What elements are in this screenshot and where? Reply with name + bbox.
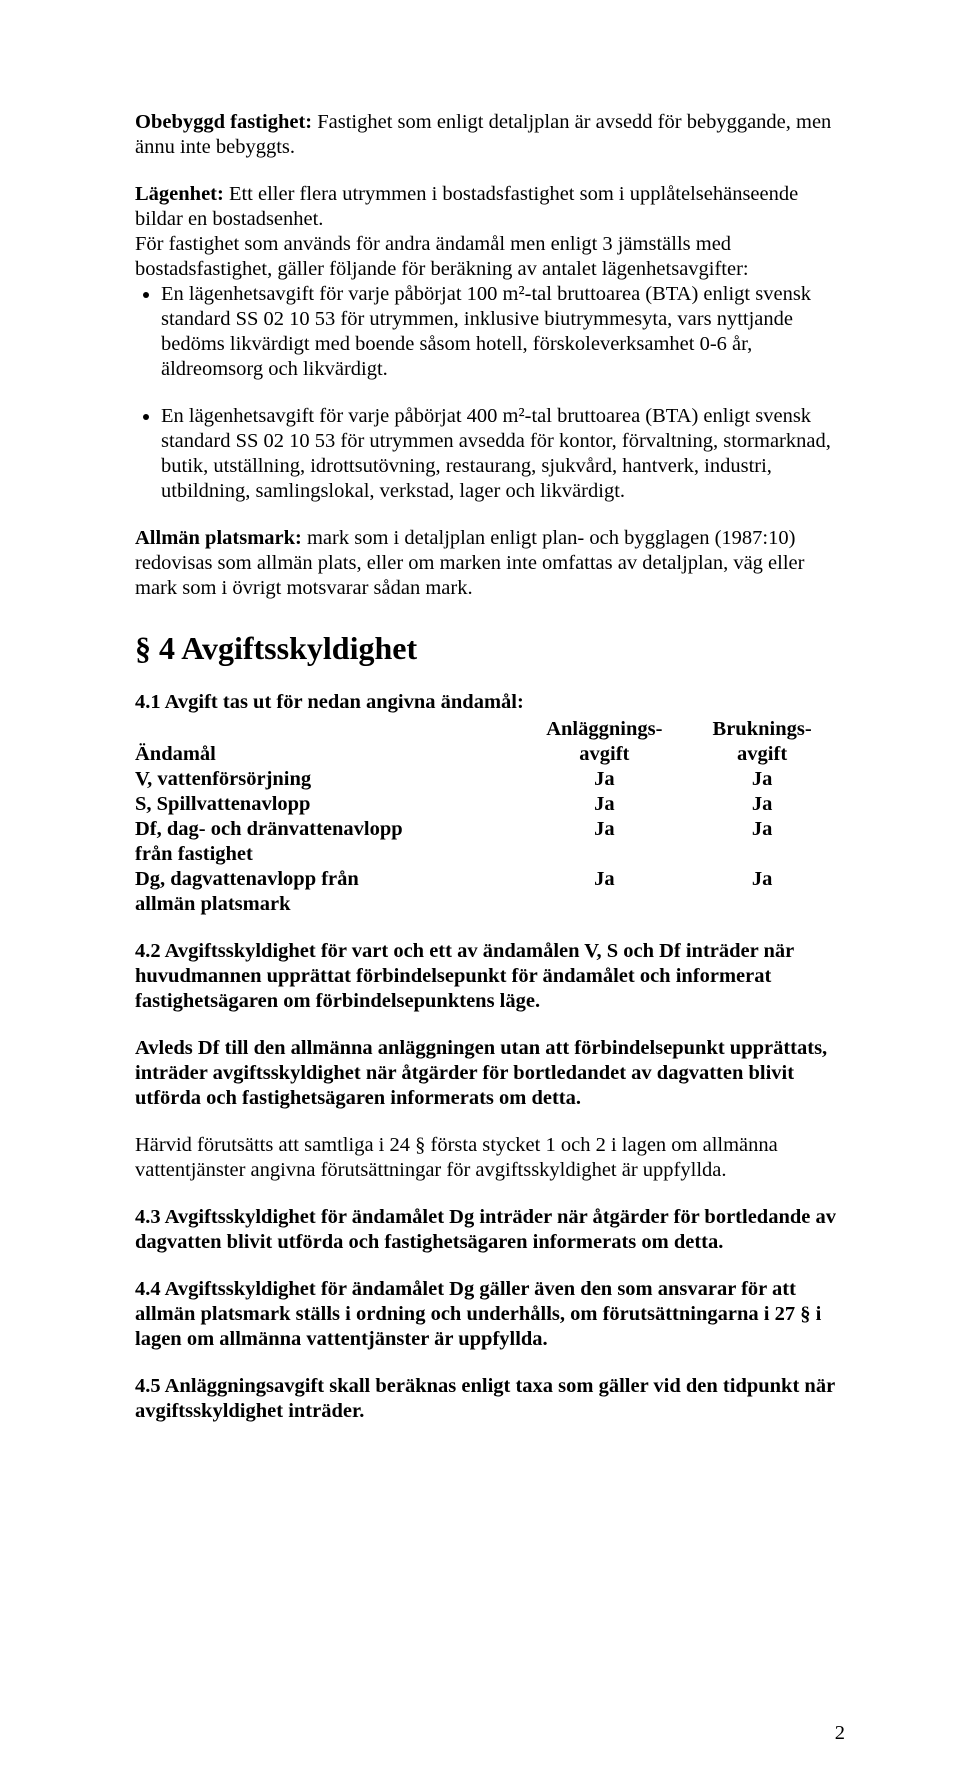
- cell: Ja: [687, 867, 845, 917]
- row-label: V, vattenförsörjning: [135, 767, 529, 792]
- table-row: S, Spillvattenavlopp Ja Ja: [135, 792, 845, 817]
- cell: Ja: [529, 792, 687, 817]
- cell: Ja: [529, 817, 687, 867]
- section-4-2-note: Härvid förutsätts att samtliga i 24 § fö…: [135, 1133, 845, 1183]
- section-4-3: 4.3 Avgiftsskyldighet för ändamålet Dg i…: [135, 1205, 845, 1255]
- section-4-4: 4.4 Avgiftsskyldighet för ändamålet Dg g…: [135, 1277, 845, 1352]
- cell: Ja: [687, 792, 845, 817]
- table-header-andamal: Ändamål: [135, 717, 529, 767]
- list-item: En lägenhetsavgift för varje påbörjat 40…: [161, 404, 845, 504]
- section-4-2-p1: 4.2 Avgiftsskyldighet för vart och ett a…: [135, 939, 845, 1014]
- section-4-2-p2: Avleds Df till den allmänna anläggningen…: [135, 1036, 845, 1111]
- table-row: V, vattenförsörjning Ja Ja: [135, 767, 845, 792]
- term-lagenhet-desc: Ett eller flera utrymmen i bostadsfastig…: [135, 183, 798, 230]
- page-number: 2: [835, 1721, 845, 1746]
- row-label: Df, dag- och dränvattenavloppfrån fastig…: [135, 817, 529, 867]
- list-item: En lägenhetsavgift för varje påbörjat 10…: [161, 282, 845, 382]
- section-4-5: 4.5 Anläggningsavgift skall beräknas enl…: [135, 1374, 845, 1424]
- heading-avgiftsskyldighet: § 4 Avgiftsskyldighet: [135, 629, 845, 668]
- table-avgift: Ändamål Anläggnings-avgift Bruknings-avg…: [135, 717, 845, 917]
- paragraph-lagenhet: Lägenhet: Ett eller flera utrymmen i bos…: [135, 182, 845, 232]
- section-4-1-title: 4.1 Avgift tas ut för nedan angivna ända…: [135, 690, 845, 715]
- cell: Ja: [529, 767, 687, 792]
- row-label: S, Spillvattenavlopp: [135, 792, 529, 817]
- term-obebyggd: Obebyggd fastighet:: [135, 111, 312, 133]
- table-header-anlaggning: Anläggnings-avgift: [529, 717, 687, 767]
- term-allman-platsmark: Allmän platsmark:: [135, 527, 302, 549]
- cell: Ja: [529, 867, 687, 917]
- table-header-brukning: Bruknings-avgift: [687, 717, 845, 767]
- cell: Ja: [687, 817, 845, 867]
- cell: Ja: [687, 767, 845, 792]
- row-label: Dg, dagvattenavlopp frånallmän platsmark: [135, 867, 529, 917]
- paragraph-obebyggd: Obebyggd fastighet: Fastighet som enligt…: [135, 110, 845, 160]
- paragraph-allman-platsmark: Allmän platsmark: mark som i detaljplan …: [135, 526, 845, 601]
- table-row: Df, dag- och dränvattenavloppfrån fastig…: [135, 817, 845, 867]
- table-row: Dg, dagvattenavlopp frånallmän platsmark…: [135, 867, 845, 917]
- table-header-row: Ändamål Anläggnings-avgift Bruknings-avg…: [135, 717, 845, 767]
- term-lagenhet: Lägenhet:: [135, 183, 224, 205]
- bullet-list-lagenhetsavgift: En lägenhetsavgift för varje påbörjat 10…: [135, 282, 845, 504]
- paragraph-lagenhet-cont: För fastighet som används för andra ända…: [135, 232, 845, 282]
